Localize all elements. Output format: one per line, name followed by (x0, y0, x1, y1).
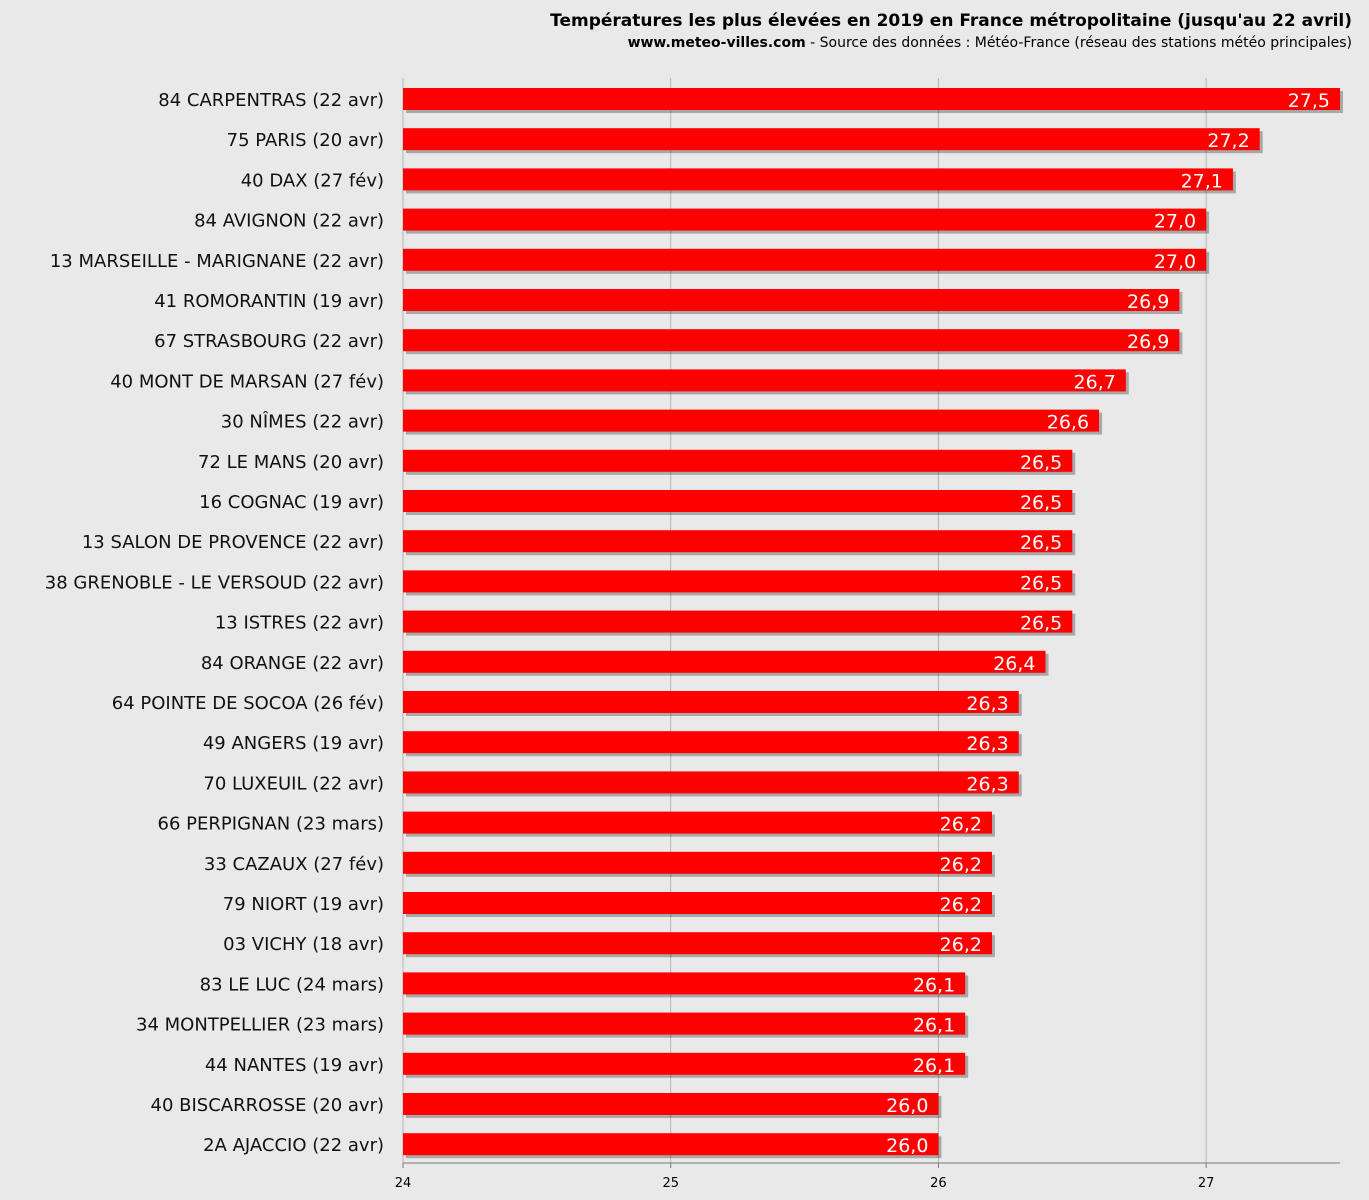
value-label: 26,2 (940, 894, 982, 916)
category-label: 34 MONTPELLIER (23 mars) (136, 1015, 384, 1036)
x-tick-label: 26 (930, 1176, 947, 1191)
category-label: 84 CARPENTRAS (22 avr) (158, 90, 384, 111)
bar (403, 289, 1180, 311)
bar (403, 1012, 966, 1035)
bar (403, 610, 1073, 633)
bar (403, 128, 1260, 151)
bar (403, 892, 992, 914)
category-label: 16 COGNAC (19 avr) (199, 492, 384, 513)
category-label: 84 ORANGE (22 avr) (201, 653, 384, 674)
source-site: www.meteo-villes.com (628, 35, 806, 51)
category-label: 79 NIORT (19 avr) (223, 894, 384, 915)
category-label: 40 BISCARROSSE (20 avr) (151, 1095, 384, 1116)
category-label: 66 PERPIGNAN (23 mars) (158, 814, 384, 835)
value-label: 26,0 (886, 1095, 928, 1117)
value-label: 26,1 (913, 1015, 955, 1037)
category-label: 70 LUXEUIL (22 avr) (203, 773, 384, 794)
value-label: 26,0 (886, 1135, 928, 1157)
bar (403, 1133, 939, 1156)
bars (403, 88, 1343, 1159)
bar (403, 1093, 939, 1115)
bar (403, 570, 1073, 593)
category-label: 44 NANTES (19 avr) (205, 1055, 384, 1076)
value-label: 27,0 (1154, 211, 1196, 233)
category-label: 64 POINTE DE SOCOA (26 fév) (112, 693, 384, 714)
value-label: 26,7 (1074, 371, 1116, 393)
bar (403, 811, 992, 834)
value-label: 26,3 (966, 733, 1008, 755)
value-label: 26,1 (913, 974, 955, 996)
value-label: 27,0 (1154, 251, 1196, 273)
category-label: 03 VICHY (18 avr) (223, 934, 384, 955)
bar (403, 650, 1046, 673)
value-label: 26,2 (940, 854, 982, 876)
x-tick-label: 27 (1198, 1176, 1215, 1191)
bar (403, 1052, 966, 1075)
value-label: 26,5 (1020, 572, 1062, 594)
bar (403, 972, 966, 995)
chart-title: Températures les plus élevées en 2019 en… (550, 11, 1352, 31)
value-label: 26,6 (1047, 412, 1089, 434)
category-labels: 84 CARPENTRAS (22 avr) 75 PARIS (20 avr) 4… (45, 90, 384, 1156)
bar (403, 409, 1100, 432)
value-label: 26,3 (966, 693, 1008, 715)
chart-subtitle: www.meteo-villes.com - Source des donnée… (628, 35, 1352, 51)
category-label: 30 NÎMES (22 avr) (221, 411, 384, 433)
x-tick-label: 25 (662, 1176, 679, 1191)
value-label: 27,5 (1288, 90, 1330, 112)
bar (403, 851, 992, 874)
category-label: 84 AVIGNON (22 avr) (194, 211, 384, 232)
bar (403, 449, 1073, 472)
x-tick-label: 24 (395, 1176, 412, 1191)
category-label: 67 STRASBOURG (22 avr) (154, 331, 384, 352)
bar (403, 168, 1233, 191)
category-label: 40 MONT DE MARSAN (27 fév) (110, 371, 384, 392)
bar (403, 208, 1207, 231)
value-label: 26,9 (1127, 291, 1169, 313)
category-label: 41 ROMORANTIN (19 avr) (154, 291, 384, 312)
category-label: 13 ISTRES (22 avr) (215, 613, 384, 634)
category-label: 75 PARIS (20 avr) (227, 130, 384, 151)
value-label: 26,1 (913, 1055, 955, 1077)
bar (403, 691, 1019, 713)
category-label: 83 LE LUC (24 mars) (200, 974, 384, 995)
category-label: 38 GRENOBLE - LE VERSOUD (22 avr) (45, 572, 384, 593)
value-label: 26,5 (1020, 492, 1062, 514)
value-label: 27,1 (1181, 170, 1223, 192)
category-label: 72 LE MANS (20 avr) (198, 452, 384, 473)
value-label: 26,4 (993, 653, 1035, 675)
bar (403, 369, 1126, 392)
value-label: 26,5 (1020, 613, 1062, 635)
value-label: 26,5 (1020, 532, 1062, 554)
category-label: 13 MARSEILLE - MARIGNANE (22 avr) (50, 251, 384, 272)
bar (403, 932, 992, 955)
bar (403, 329, 1180, 352)
bar (403, 530, 1073, 553)
category-label: 40 DAX (27 fév) (241, 170, 384, 191)
category-label: 13 SALON DE PROVENCE (22 avr) (82, 532, 384, 553)
category-label: 33 CAZAUX (27 fév) (204, 854, 384, 875)
bar (403, 771, 1019, 794)
category-label: 49 ANGERS (19 avr) (203, 733, 384, 754)
category-label: 2A AJACCIO (22 avr) (203, 1135, 384, 1156)
value-label: 26,2 (940, 934, 982, 956)
value-label: 26,5 (1020, 452, 1062, 474)
bar (403, 731, 1019, 754)
value-label: 26,9 (1127, 331, 1169, 353)
bar (403, 490, 1073, 512)
value-label: 26,2 (940, 814, 982, 836)
value-label: 27,2 (1207, 130, 1249, 152)
value-labels: 27,5 27,2 27,1 27,0 27,0 26,9 26,9 26,7 26,6 26,5… (886, 90, 1330, 1157)
source-text: - Source des données : Météo-France (rés… (806, 35, 1352, 51)
bar (403, 248, 1207, 271)
bar (403, 88, 1340, 110)
value-label: 26,3 (966, 773, 1008, 795)
x-axis: 24 25 26 27 (395, 1162, 1340, 1191)
